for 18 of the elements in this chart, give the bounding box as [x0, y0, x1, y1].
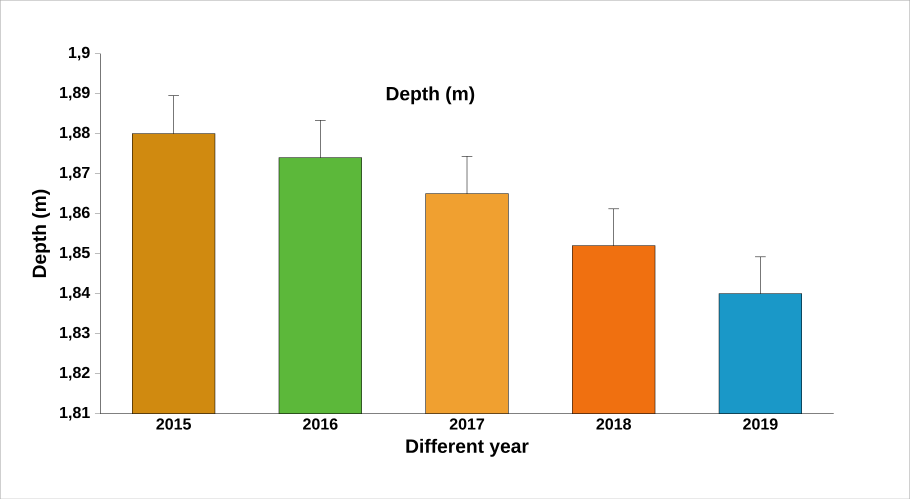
y-tick-label: 1,85	[60, 246, 90, 260]
x-tick-label: 2018	[596, 418, 631, 430]
y-tick-label: 1,81	[60, 406, 90, 420]
x-axis-title: Different year	[406, 438, 529, 457]
y-axis-title: Depth (m)	[32, 190, 50, 278]
y-tick-label: 1,84	[60, 286, 90, 300]
y-tick-label: 1,89	[60, 86, 90, 100]
y-tick-label: 1,9	[68, 46, 90, 60]
x-tick-label: 2017	[450, 418, 484, 430]
y-tick-label: 1,82	[60, 366, 90, 380]
text: Depth (m)	[386, 86, 474, 104]
y-tick-label: 1,83	[60, 326, 90, 340]
x-tick-label: 2015	[156, 418, 191, 430]
x-tick-label: 2019	[743, 418, 778, 430]
y-tick-label: 1,88	[60, 126, 90, 140]
x-tick-label: 2016	[303, 418, 338, 430]
y-tick-label: 1,86	[60, 206, 90, 220]
y-tick-label: 1,87	[60, 166, 90, 180]
